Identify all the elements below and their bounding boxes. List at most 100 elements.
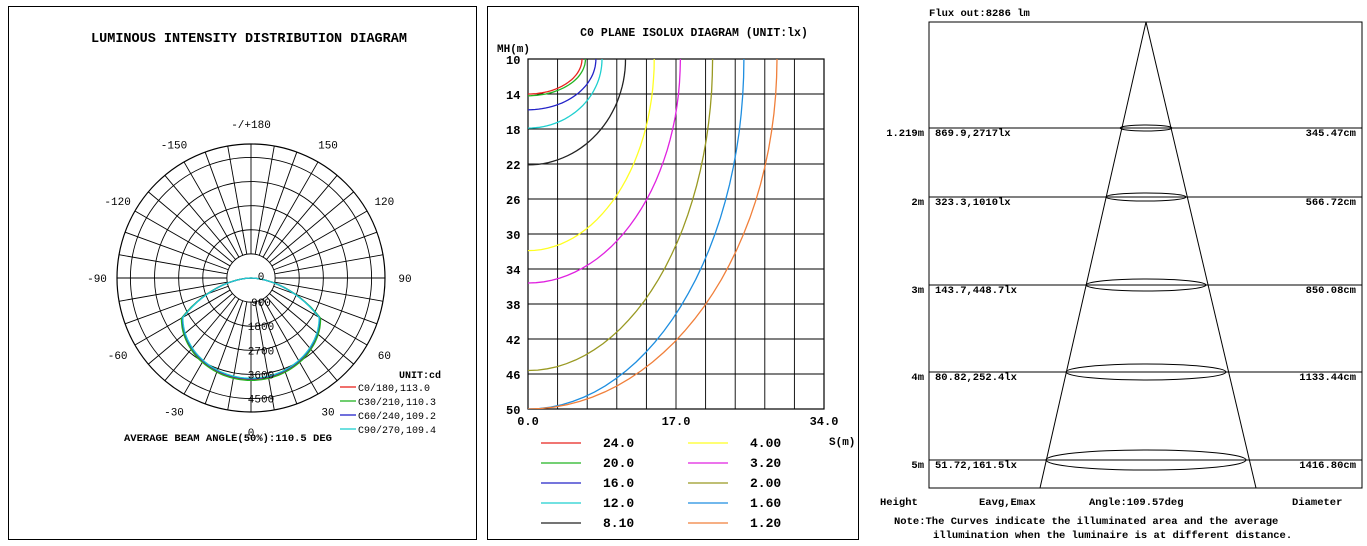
cone-ellipse <box>1085 278 1207 292</box>
cone-table-frame <box>928 21 1363 489</box>
polar-spoke <box>271 210 368 267</box>
polar-legend-label: C30/210,110.3 <box>358 397 436 409</box>
polar-spoke <box>124 285 229 325</box>
polar-spoke <box>183 161 240 258</box>
isolux-contour <box>528 59 603 129</box>
isolux-curves <box>528 59 778 409</box>
polar-angle-labels: -/+180 -150 150 -120 120 -90 90 -60 60 -30 30 0 <box>87 120 412 440</box>
note-line-2: illumination when the luminaire is at di… <box>933 530 1292 542</box>
isolux-ytick: 30 <box>506 229 520 243</box>
polar-legend-label: C90/270,109.4 <box>358 425 436 437</box>
polar-title: LUMINOUS INTENSITY DISTRIBUTION DIAGRAM <box>91 32 407 47</box>
isolux-xlabel: S(m) <box>829 437 855 449</box>
polar-angle-label: -90 <box>87 274 107 286</box>
cone-edge-right <box>1145 21 1257 489</box>
isolux-ytick: 50 <box>506 404 520 418</box>
cone-ellipse <box>1119 124 1173 132</box>
polar-spoke <box>148 191 233 263</box>
isolux-ytick: 38 <box>506 299 520 313</box>
isolux-legend-label: 3.20 <box>750 456 781 471</box>
isolux-contour <box>528 59 587 97</box>
isolux-ytick: 10 <box>506 54 520 68</box>
isolux-legend-label: 24.0 <box>603 436 634 451</box>
cone-row-diameter: 1416.80cm <box>1299 460 1356 472</box>
cone-rows: 1.219m 869.9,2717lx 345.47cm 2m 323.3,1010lx… <box>886 124 1362 472</box>
col-eavg-emax: Eavg,Emax <box>979 497 1036 509</box>
luminous-intensity-panel: LUMINOUS INTENSITY DISTRIBUTION DIAGRAM … <box>8 6 477 540</box>
cone-ellipse <box>1045 449 1247 471</box>
polar-chart: LUMINOUS INTENSITY DISTRIBUTION DIAGRAM … <box>87 32 441 445</box>
cone-edge-left <box>1039 21 1147 489</box>
isolux-legend-label: 20.0 <box>603 456 634 471</box>
isolux-ytick: 22 <box>506 159 520 173</box>
polar-spoke <box>204 151 244 256</box>
polar-spoke <box>227 301 248 411</box>
polar-curve <box>180 277 322 382</box>
isolux-grid <box>527 58 825 410</box>
isolux-legend-label: 1.60 <box>750 496 781 511</box>
polar-spoke <box>118 254 228 275</box>
isolux-ytick: 14 <box>506 89 520 103</box>
cone-row-e: 323.3,1010lx <box>935 197 1011 209</box>
polar-curves <box>180 277 322 382</box>
cone-diagram: Flux out:8286 lm 1.219m 869.9,2717lx 345.4… <box>880 8 1363 542</box>
cone-row-e: 869.9,2717lx <box>935 128 1011 140</box>
polar-angle-label: -30 <box>164 407 184 419</box>
isolux-xtick: 17.0 <box>662 415 691 429</box>
isolux-ytick: 18 <box>506 124 520 138</box>
polar-radial-tick: 4500 <box>248 395 274 407</box>
polar-angle-label: 0 <box>248 428 255 440</box>
polar-angle-label: 150 <box>318 141 338 153</box>
polar-radial-tick: 900 <box>251 298 271 310</box>
isolux-contour <box>528 59 682 284</box>
polar-spoke <box>266 175 338 260</box>
polar-angle-label: -60 <box>108 351 128 363</box>
cone-row-e: 80.82,252.4lx <box>935 372 1018 384</box>
polar-spoke <box>148 293 233 365</box>
polar-legend: C0/180,113.0 C30/210,110.3 C60/240,109.2 C9… <box>340 383 436 437</box>
polar-spoke <box>183 298 240 395</box>
flux-out-label: Flux out:8286 lm <box>929 8 1030 20</box>
polar-spoke <box>227 145 248 255</box>
polar-angle-label: -/+180 <box>231 120 271 132</box>
cone-row-height: 3m <box>911 285 924 297</box>
cone-row-height: 2m <box>911 197 924 209</box>
isolux-ytick: 34 <box>506 264 520 278</box>
polar-spoke <box>273 285 378 325</box>
cone-row-height: 1.219m <box>886 128 924 140</box>
polar-unit-label: UNIT:cd <box>399 370 441 382</box>
polar-spoke <box>254 301 275 411</box>
polar-spoke <box>262 298 319 395</box>
polar-angle-label: 90 <box>398 274 411 286</box>
polar-spoke <box>258 151 298 256</box>
isolux-xtick: 0.0 <box>517 415 539 429</box>
isolux-ytick: 42 <box>506 334 520 348</box>
polar-angle-label: -120 <box>104 197 130 209</box>
illuminance-cone-panel: Flux out:8286 lm 1.219m 869.9,2717lx 345.4… <box>872 0 1367 546</box>
isolux-title: C0 PLANE ISOLUX DIAGRAM (UNIT:lx) <box>580 27 808 40</box>
cone-row-diameter: 345.47cm <box>1306 128 1356 140</box>
isolux-contour <box>528 59 627 166</box>
isolux-legend-label: 4.00 <box>750 436 781 451</box>
isolux-contour <box>528 59 655 252</box>
isolux-legend: 24.0 20.0 16.0 12.0 8.10 4.00 3.20 2.00 1.60 1.20 <box>541 436 781 531</box>
polar-radial-tick: 3600 <box>248 370 274 382</box>
polar-spoke <box>258 300 298 405</box>
polar-legend-label: C0/180,113.0 <box>358 383 430 395</box>
cone-row-e: 143.7,448.7lx <box>935 285 1018 297</box>
isolux-contour <box>528 59 597 111</box>
isolux-contour <box>528 59 778 409</box>
polar-radial-ticks: 0 900 1800 2700 3600 4500 <box>248 272 274 407</box>
polar-spoke <box>269 293 354 365</box>
isolux-contour <box>528 59 583 95</box>
polar-spoke <box>273 231 378 271</box>
cone-ellipse <box>1065 363 1227 381</box>
polar-spoke <box>164 175 236 260</box>
col-height: Height <box>880 497 918 509</box>
cone-row-diameter: 850.08cm <box>1306 285 1356 297</box>
polar-spoke <box>262 161 319 258</box>
polar-grid <box>116 143 386 413</box>
isolux-contour <box>528 59 745 409</box>
note-line-1: Note:The Curves indicate the illuminated… <box>894 516 1278 528</box>
polar-footer: AVERAGE BEAM ANGLE(50%):110.5 DEG <box>124 433 332 445</box>
